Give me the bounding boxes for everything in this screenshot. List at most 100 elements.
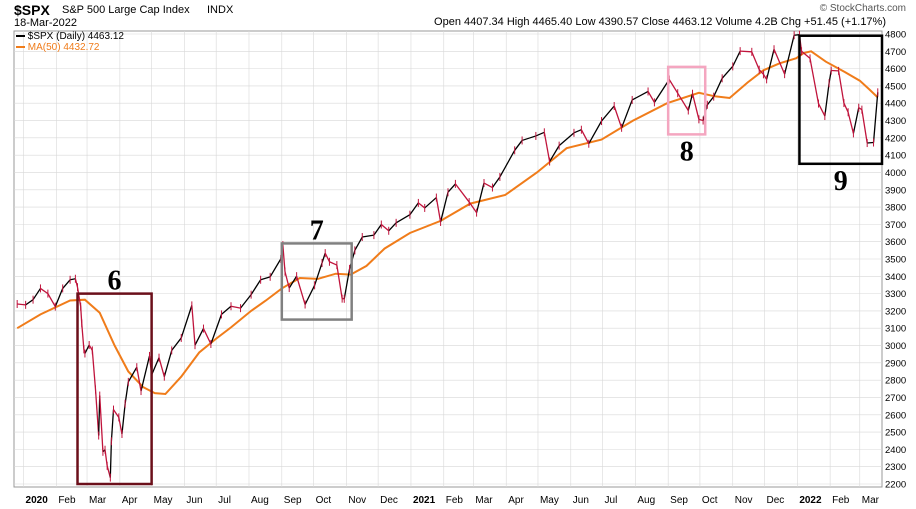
legend-price-swatch: [16, 35, 25, 38]
y-tick-label: 3100: [885, 324, 906, 335]
price-segment: [475, 182, 485, 213]
x-tick-label: Apr: [122, 495, 138, 506]
price-segment: [304, 285, 316, 305]
x-tick-label: 2020: [26, 495, 49, 506]
y-tick-label: 3500: [885, 255, 906, 266]
price-segment: [631, 90, 649, 101]
grid-lines: [14, 31, 882, 487]
price-segment: [99, 395, 104, 452]
price-segment: [783, 35, 795, 75]
annotation-boxes: 6 7 8 9: [76, 34, 884, 486]
price-segment: [424, 197, 437, 209]
price-segment: [721, 65, 734, 79]
x-tick-label: May: [154, 495, 173, 506]
y-tick-label: 4800: [885, 30, 906, 41]
annotation-box-8: [666, 65, 707, 136]
price-segment: [32, 288, 42, 301]
price-segment: [653, 79, 670, 103]
x-tick-label: Jul: [605, 495, 618, 506]
watermark: © StockCharts.com: [819, 3, 906, 14]
x-tick-label: May: [540, 495, 559, 506]
price-segment: [354, 236, 363, 251]
price-segment: [260, 276, 271, 281]
price-segment: [809, 58, 820, 104]
y-tick-label: 3700: [885, 220, 906, 231]
price-segment: [483, 182, 493, 189]
x-tick-label: Mar: [862, 495, 880, 506]
legend-ma: MA(50) 4432.72: [16, 42, 100, 53]
price-segment: [127, 366, 138, 383]
price-segment: [25, 299, 34, 306]
chart-date: 18-Mar-2022: [14, 17, 77, 29]
annotation-box-7: [280, 242, 353, 321]
price-segment: [191, 305, 196, 346]
ma-line: [16, 50, 879, 396]
price-segment: [284, 271, 290, 289]
y-tick-label: 2900: [885, 358, 906, 369]
price-segment: [713, 78, 723, 97]
price-segment: [118, 417, 123, 435]
price-segment: [140, 355, 151, 392]
y-tick-label: 3900: [885, 185, 906, 196]
price-segment: [647, 91, 655, 103]
x-axis: 2020 Feb Mar Apr May Jun Jul Aug Sep Oct Nov Dec 202…: [26, 495, 880, 506]
x-tick-label: Mar: [89, 495, 107, 506]
price-segment: [109, 441, 113, 478]
x-tick-label: Oct: [316, 495, 332, 506]
y-tick-label: 2300: [885, 462, 906, 473]
price-segment: [81, 323, 85, 350]
price-segment: [867, 141, 874, 144]
price-segment: [296, 275, 306, 305]
y-tick-label: 4100: [885, 151, 906, 162]
price-segment: [395, 214, 411, 224]
price-segment: [514, 140, 523, 151]
price-segment: [872, 92, 879, 143]
price-segment: [314, 262, 323, 286]
ma-series-line: [16, 50, 879, 396]
y-tick-label: 4700: [885, 47, 906, 58]
price-segment: [588, 120, 603, 145]
x-tick-label: Sep: [670, 495, 688, 506]
price-segment: [88, 344, 93, 351]
price-segment: [417, 202, 426, 209]
symbol-title: $SPX: [14, 2, 50, 18]
price-segment: [435, 197, 442, 223]
price-segment: [62, 279, 71, 289]
y-tick-label: 3300: [885, 289, 906, 300]
price-segment: [861, 109, 868, 144]
price-segment: [388, 222, 397, 232]
price-segment: [751, 51, 760, 70]
x-tick-label: Feb: [832, 495, 850, 506]
price-segment: [491, 176, 501, 188]
price-segment: [180, 305, 193, 339]
annotation-label-6: 6: [108, 266, 122, 297]
y-tick-label: 4300: [885, 116, 906, 127]
price-segment: [698, 118, 704, 122]
x-tick-label: 2021: [413, 495, 436, 506]
price-segment: [732, 50, 741, 67]
price-segment: [691, 93, 700, 120]
x-tick-label: Sep: [284, 495, 302, 506]
price-bars: [16, 30, 879, 482]
price-segment: [409, 202, 419, 216]
x-tick-label: Dec: [380, 495, 398, 506]
price-segment: [847, 112, 855, 134]
price-segment: [549, 145, 560, 162]
x-tick-label: Feb: [58, 495, 76, 506]
price-segment: [230, 305, 241, 309]
price-segment: [499, 149, 516, 178]
y-tick-label: 4000: [885, 168, 906, 179]
price-segment: [687, 93, 694, 111]
y-tick-label: 4500: [885, 81, 906, 92]
y-tick-label: 2400: [885, 445, 906, 456]
annotation-box-6: [76, 292, 153, 486]
price-segment: [321, 252, 326, 264]
price-segment: [773, 48, 786, 75]
price-segment: [454, 183, 470, 203]
y-tick-label: 2700: [885, 393, 906, 404]
legend-ma-swatch: [16, 46, 25, 49]
price-segment: [613, 105, 623, 129]
price-segment: [329, 261, 338, 266]
price-segment: [852, 107, 860, 134]
price-segment: [573, 129, 582, 134]
